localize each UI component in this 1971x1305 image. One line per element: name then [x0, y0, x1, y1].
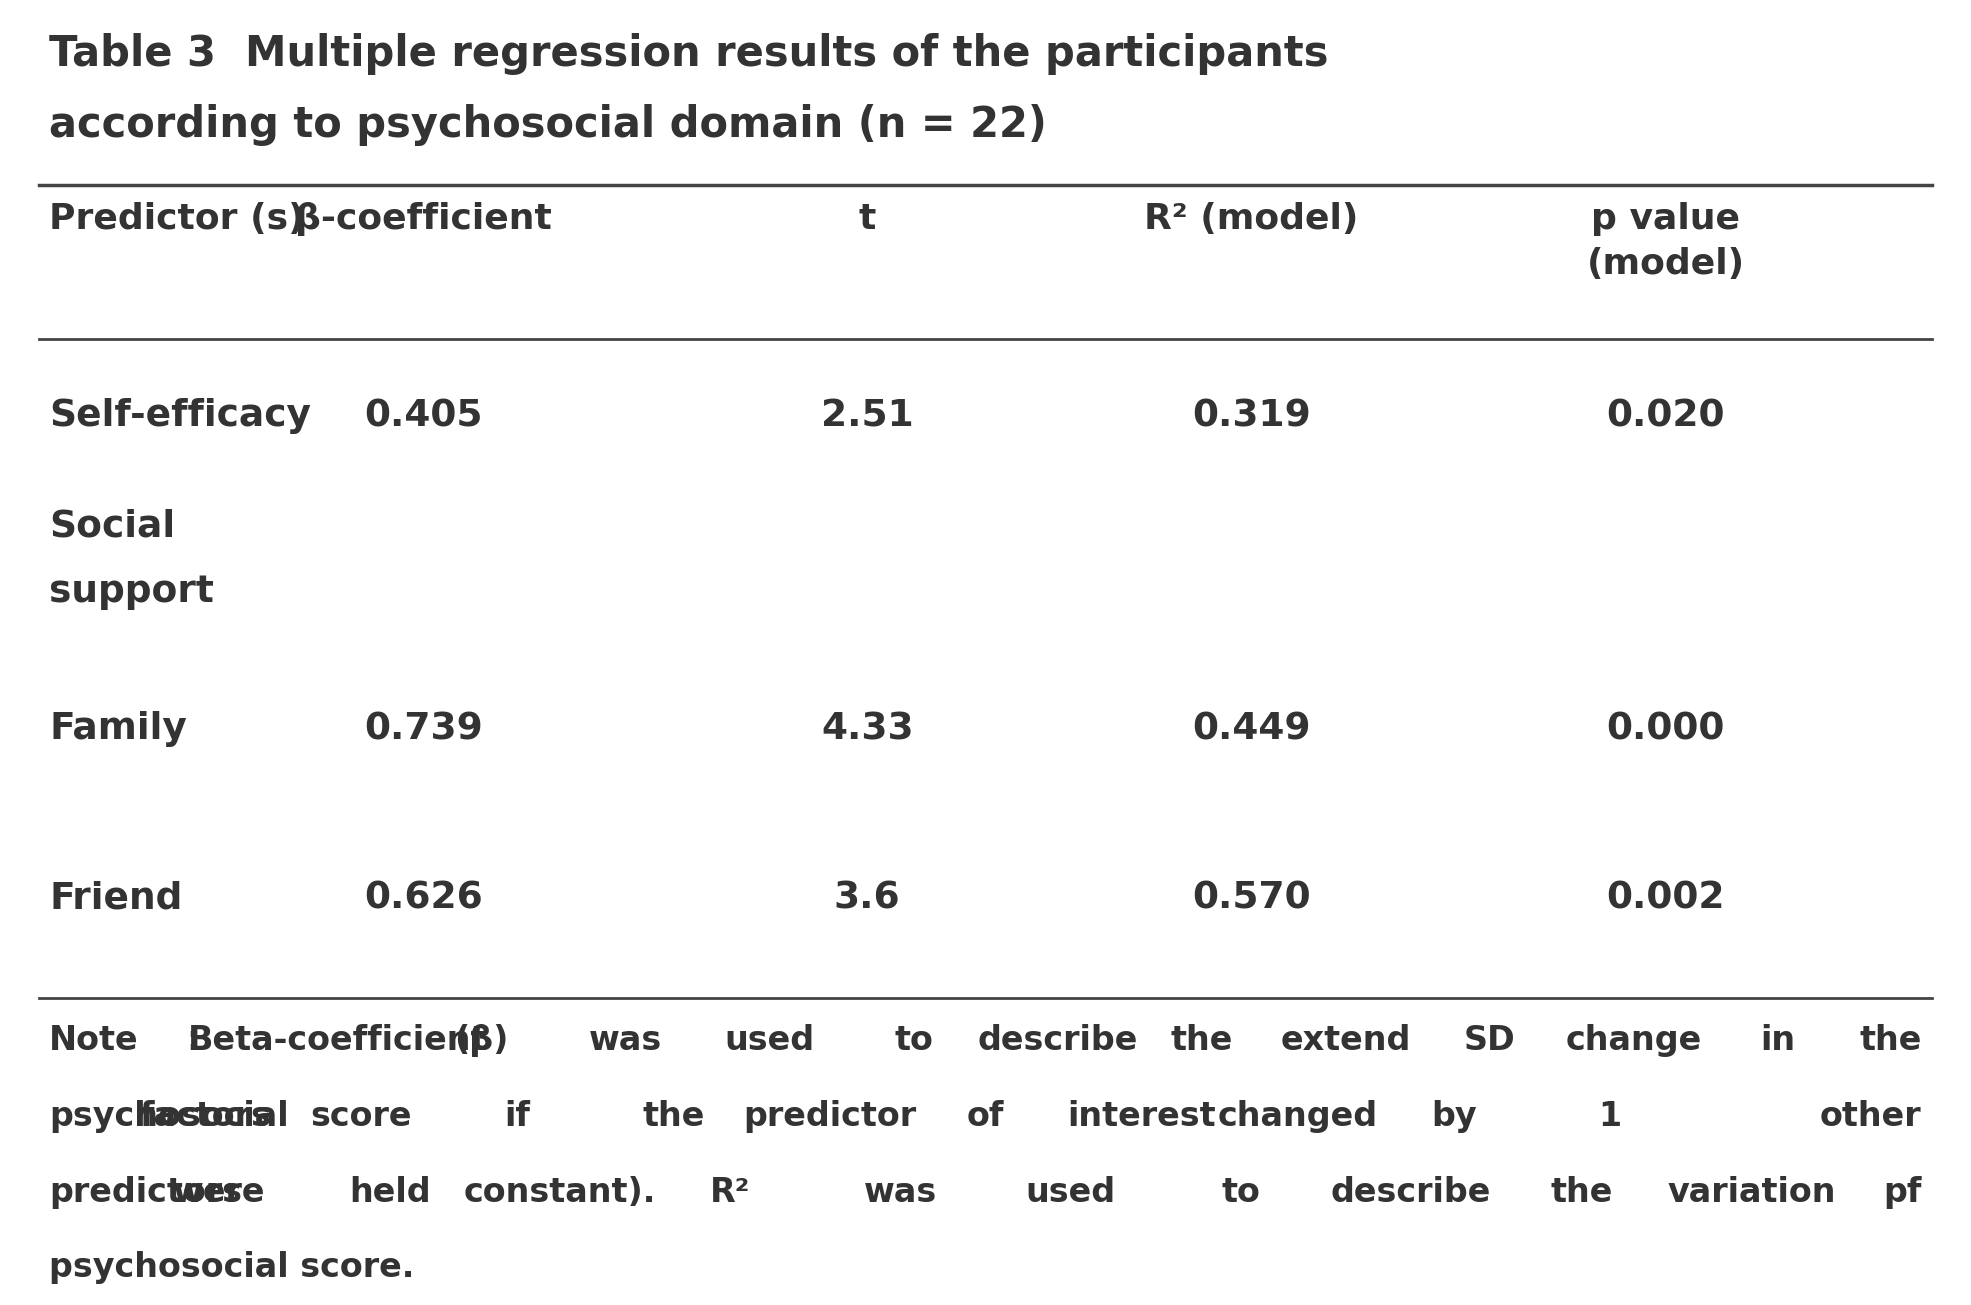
Text: by: by [1431, 1100, 1476, 1133]
Text: according to psychosocial domain (n = 22): according to psychosocial domain (n = 22… [49, 104, 1047, 146]
Text: constant).: constant). [463, 1176, 656, 1208]
Text: the: the [1549, 1176, 1612, 1208]
Text: Friend: Friend [49, 881, 183, 917]
Text: Family: Family [49, 711, 187, 748]
Text: R²: R² [710, 1176, 751, 1208]
Text: psychosocial score.: psychosocial score. [49, 1251, 414, 1284]
Text: variation: variation [1667, 1176, 1835, 1208]
Text: 0.020: 0.020 [1606, 398, 1725, 435]
Text: Social: Social [49, 509, 175, 545]
Text: 0.319: 0.319 [1192, 398, 1311, 435]
Text: used: used [725, 1024, 814, 1057]
Text: was: was [863, 1176, 936, 1208]
Text: Self-efficacy: Self-efficacy [49, 398, 311, 435]
Text: (β): (β) [453, 1024, 509, 1057]
Text: 0.449: 0.449 [1192, 711, 1311, 748]
Text: 0.626: 0.626 [365, 881, 483, 917]
Text: change: change [1565, 1024, 1701, 1057]
Text: if: if [505, 1100, 530, 1133]
Text: R² (model): R² (model) [1145, 202, 1358, 236]
Text: Note: Note [49, 1024, 138, 1057]
Text: 0.000: 0.000 [1606, 711, 1725, 748]
Text: extend: extend [1281, 1024, 1411, 1057]
Text: 1: 1 [1598, 1100, 1622, 1133]
Text: describe: describe [978, 1024, 1137, 1057]
Text: 0.570: 0.570 [1192, 881, 1311, 917]
Text: describe: describe [1330, 1176, 1492, 1208]
Text: 4.33: 4.33 [822, 711, 913, 748]
Text: Predictor (s): Predictor (s) [49, 202, 306, 236]
Text: :: : [187, 1024, 199, 1057]
Text: to: to [1222, 1176, 1259, 1208]
Text: predictor: predictor [743, 1100, 917, 1133]
Text: support: support [49, 574, 215, 611]
Text: pf: pf [1884, 1176, 1922, 1208]
Text: the: the [1859, 1024, 1922, 1057]
Text: 0.739: 0.739 [365, 711, 483, 748]
Text: 0.405: 0.405 [365, 398, 483, 435]
Text: changed: changed [1218, 1100, 1378, 1133]
Text: used: used [1025, 1176, 1116, 1208]
Text: 0.002: 0.002 [1606, 881, 1725, 917]
Text: to: to [895, 1024, 932, 1057]
Text: the: the [1171, 1024, 1232, 1057]
Text: Beta-coefficient: Beta-coefficient [187, 1024, 487, 1057]
Text: in: in [1760, 1024, 1796, 1057]
Text: score: score [311, 1100, 412, 1133]
Text: interest: interest [1066, 1100, 1216, 1133]
Text: Table 3  Multiple regression results of the participants: Table 3 Multiple regression results of t… [49, 33, 1328, 74]
Text: other: other [1819, 1100, 1922, 1133]
Text: held: held [349, 1176, 430, 1208]
Text: the: the [643, 1100, 704, 1133]
Text: β-coefficient: β-coefficient [296, 202, 552, 236]
Text: was: was [589, 1024, 662, 1057]
Text: factors: factors [140, 1100, 272, 1133]
Text: t: t [859, 202, 875, 236]
Text: were: were [173, 1176, 266, 1208]
Text: 3.6: 3.6 [834, 881, 901, 917]
Text: psychosocial: psychosocial [49, 1100, 290, 1133]
Text: predictors: predictors [49, 1176, 242, 1208]
Text: SD: SD [1464, 1024, 1516, 1057]
Text: p value
(model): p value (model) [1587, 202, 1744, 281]
Text: 2.51: 2.51 [820, 398, 915, 435]
Text: of: of [968, 1100, 1003, 1133]
